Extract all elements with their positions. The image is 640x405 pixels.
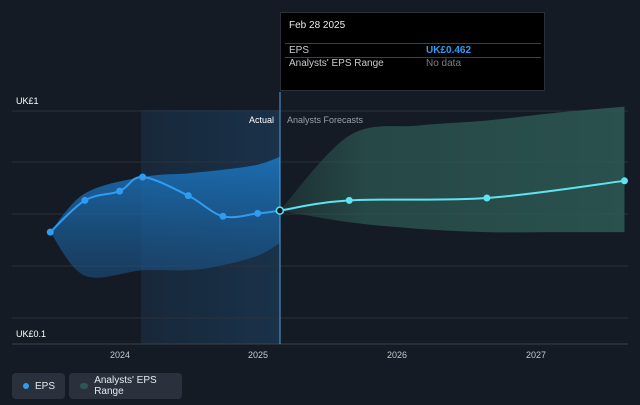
tooltip-range-value: No data: [426, 58, 462, 69]
tooltip-eps-value: UK£0.462: [426, 45, 472, 56]
eps-point: [254, 209, 262, 217]
eps-point: [81, 196, 89, 204]
legend-range-swatch: [80, 383, 89, 389]
y-label-bottom: UK£0.1: [16, 329, 47, 339]
legend-item-eps[interactable]: EPS: [12, 373, 65, 399]
forecast-header: Analysts Forecasts: [287, 115, 364, 125]
y-label-top: UK£1: [16, 96, 39, 106]
forecast-line: [279, 179, 625, 212]
tooltip-divider: [285, 57, 541, 58]
tooltip-divider: [285, 43, 541, 44]
current-eps-point: [275, 206, 285, 215]
eps-point: [46, 228, 54, 236]
tooltip-row-eps: EPS UK£0.462: [281, 44, 546, 58]
legend-range-label: Analysts' EPS Range: [94, 375, 157, 397]
eps-point: [219, 212, 227, 220]
forecast-point: [620, 177, 628, 185]
eps-point: [184, 192, 192, 200]
x-tick-2025: 2025: [247, 350, 269, 360]
legend-item-range[interactable]: Analysts' EPS Range: [69, 373, 182, 399]
tooltip: Feb 28 2025 EPS UK£0.462 Analysts' EPS R…: [280, 12, 545, 91]
tooltip-eps-label: EPS: [289, 45, 310, 56]
tooltip-range-label: Analysts' EPS Range: [289, 58, 384, 69]
forecast-point: [483, 194, 491, 202]
legend-eps-label: EPS: [34, 380, 55, 392]
x-tick-2027: 2027: [525, 350, 547, 360]
tooltip-date: Feb 28 2025: [289, 20, 346, 31]
eps-point: [116, 187, 124, 195]
legend-eps-swatch: [23, 383, 29, 389]
forecast-point: [345, 196, 353, 204]
x-tick-2026: 2026: [386, 350, 408, 360]
x-tick-2024: 2024: [109, 350, 131, 360]
eps-point: [139, 173, 147, 181]
actual-header: Actual: [249, 115, 275, 125]
forecast-range-area: [279, 106, 625, 233]
past-range-area: [50, 156, 280, 278]
tooltip-row-range: Analysts' EPS Range No data: [281, 57, 546, 71]
